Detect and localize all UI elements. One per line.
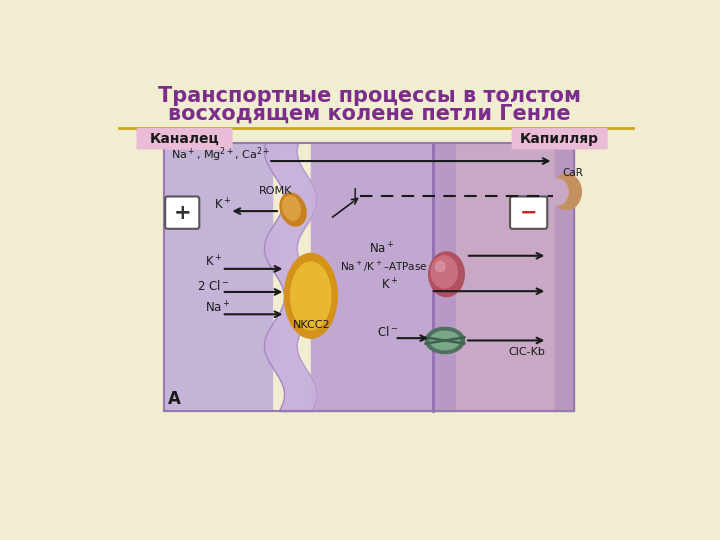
Text: ClC-Kb: ClC-Kb: [508, 347, 545, 357]
Text: I: I: [353, 188, 357, 203]
Text: Na$^+$/K$^+$–ATPase: Na$^+$/K$^+$–ATPase: [340, 260, 427, 274]
Text: 2 Cl$^-$: 2 Cl$^-$: [197, 279, 230, 293]
Text: Na$^+$: Na$^+$: [204, 300, 230, 316]
Text: Транспортные процессы в толстом: Транспортные процессы в толстом: [158, 86, 580, 106]
Ellipse shape: [426, 327, 464, 354]
Ellipse shape: [546, 179, 568, 205]
Text: Cl$^-$: Cl$^-$: [377, 325, 398, 339]
Text: K$^+$: K$^+$: [214, 197, 231, 213]
FancyBboxPatch shape: [512, 128, 608, 150]
Ellipse shape: [284, 253, 337, 338]
Bar: [555, 143, 575, 411]
Text: Капилляр: Капилляр: [520, 132, 599, 146]
Text: A: A: [168, 389, 181, 408]
Text: восходящем колене петли Генле: восходящем колене петли Генле: [168, 104, 570, 124]
Ellipse shape: [552, 174, 581, 210]
Ellipse shape: [283, 196, 300, 220]
FancyBboxPatch shape: [165, 197, 199, 229]
Text: +: +: [174, 202, 191, 222]
Bar: [433, 143, 456, 411]
Text: −: −: [520, 202, 537, 222]
Bar: [163, 143, 272, 411]
Ellipse shape: [431, 256, 457, 288]
Text: ROMK: ROMK: [259, 186, 292, 196]
Bar: [311, 143, 433, 411]
Ellipse shape: [280, 193, 306, 226]
Ellipse shape: [436, 261, 445, 272]
Text: Na$^+$, Mg$^{2+}$, Ca$^{2+}$: Na$^+$, Mg$^{2+}$, Ca$^{2+}$: [171, 146, 271, 164]
FancyBboxPatch shape: [137, 128, 233, 150]
Ellipse shape: [428, 252, 464, 296]
Text: K$^+$: K$^+$: [204, 254, 222, 269]
Bar: [456, 143, 555, 411]
Ellipse shape: [291, 262, 331, 330]
Text: NKCC2: NKCC2: [293, 320, 330, 330]
Text: CaR: CaR: [563, 168, 584, 178]
Ellipse shape: [431, 331, 459, 350]
Text: Каналец: Каналец: [150, 132, 220, 146]
FancyBboxPatch shape: [510, 197, 547, 229]
Text: Na$^+$: Na$^+$: [369, 241, 395, 256]
Text: K$^+$: K$^+$: [381, 278, 398, 293]
